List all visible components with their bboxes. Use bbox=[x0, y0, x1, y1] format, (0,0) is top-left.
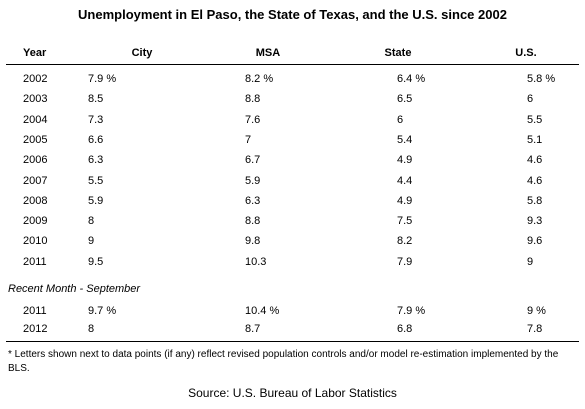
cell: 4.4 bbox=[397, 174, 413, 187]
cell: 6.6 bbox=[88, 133, 104, 146]
cell: 2009 bbox=[23, 215, 48, 228]
cell: 10.3 bbox=[245, 255, 267, 268]
cell: 7.9 % bbox=[397, 305, 426, 317]
cell: 6.5 bbox=[397, 93, 413, 106]
cell: 2002 bbox=[23, 73, 48, 85]
cell: 5.5 bbox=[88, 174, 104, 187]
cell: 9 bbox=[88, 235, 95, 248]
cell: 2004 bbox=[23, 113, 48, 126]
section-label: Recent Month - September bbox=[8, 283, 141, 295]
cell: 9.8 bbox=[245, 235, 261, 248]
cell: 2007 bbox=[23, 174, 48, 187]
column-header: MSA bbox=[255, 47, 281, 59]
cell: 4.9 bbox=[397, 194, 413, 207]
cell: 5.8 % bbox=[527, 73, 556, 85]
cell: 9.7 % bbox=[88, 305, 117, 317]
cell: 8 bbox=[88, 215, 95, 228]
footnote: * Letters shown next to data points (if … bbox=[8, 349, 559, 374]
cell: 7.5 bbox=[397, 215, 413, 228]
cell: 7.6 bbox=[245, 113, 261, 126]
cell: 8.2 % bbox=[245, 73, 274, 85]
cell: 4.9 bbox=[397, 154, 413, 167]
cell: 7.9 % bbox=[88, 73, 117, 85]
cell: 9 % bbox=[527, 305, 546, 317]
cell: 6.7 bbox=[245, 154, 261, 167]
cell: 6.3 bbox=[88, 154, 104, 167]
cell: 8.7 bbox=[245, 323, 261, 335]
column-header: U.S. bbox=[515, 47, 537, 59]
title: Unemployment in El Paso, the State of Te… bbox=[78, 7, 507, 22]
cell: 5.9 bbox=[88, 194, 104, 207]
cell: 9 bbox=[527, 255, 534, 268]
cell: 7.8 bbox=[527, 323, 543, 335]
cell: 5.5 bbox=[527, 113, 543, 126]
cell: 10.4 % bbox=[245, 305, 280, 317]
source: Source: U.S. Bureau of Labor Statistics bbox=[188, 386, 397, 400]
cell: 5.4 bbox=[397, 133, 413, 146]
header-rule bbox=[6, 64, 579, 65]
cell: 6.4 % bbox=[397, 73, 426, 85]
cell: 5.9 bbox=[245, 174, 261, 187]
column-header: City bbox=[131, 47, 153, 59]
cell: 2011 bbox=[23, 305, 47, 317]
cell: 4.6 bbox=[527, 154, 543, 167]
column-header: Year bbox=[23, 47, 47, 59]
cell: 2006 bbox=[23, 154, 48, 167]
column-header: State bbox=[384, 47, 412, 59]
cell: 6.8 bbox=[397, 323, 413, 335]
cell: 2008 bbox=[23, 194, 48, 207]
cell: 2005 bbox=[23, 133, 48, 146]
cell: 7.3 bbox=[88, 113, 104, 126]
cell: 7.9 bbox=[397, 255, 413, 268]
cell: 2011 bbox=[23, 255, 47, 268]
cell: 2003 bbox=[23, 93, 48, 106]
cell: 5.8 bbox=[527, 194, 543, 207]
cell: 9.5 bbox=[88, 255, 104, 268]
cell: 5.1 bbox=[527, 133, 543, 146]
cell: 6.3 bbox=[245, 194, 261, 207]
cell: 9.3 bbox=[527, 215, 543, 228]
cell: 2010 bbox=[23, 235, 48, 248]
cell: 8.8 bbox=[245, 215, 261, 228]
cell: 7 bbox=[245, 133, 252, 146]
cell: 6 bbox=[397, 113, 404, 126]
cell: 6 bbox=[527, 93, 534, 106]
cell: 8.8 bbox=[245, 93, 261, 106]
cell: 2012 bbox=[23, 323, 48, 335]
cell: 9.6 bbox=[527, 235, 543, 248]
cell: 8.2 bbox=[397, 235, 413, 248]
cell: 8 bbox=[88, 323, 95, 335]
bottom-rule bbox=[6, 341, 579, 342]
cell: 4.6 bbox=[527, 174, 543, 187]
cell: 8.5 bbox=[88, 93, 104, 106]
